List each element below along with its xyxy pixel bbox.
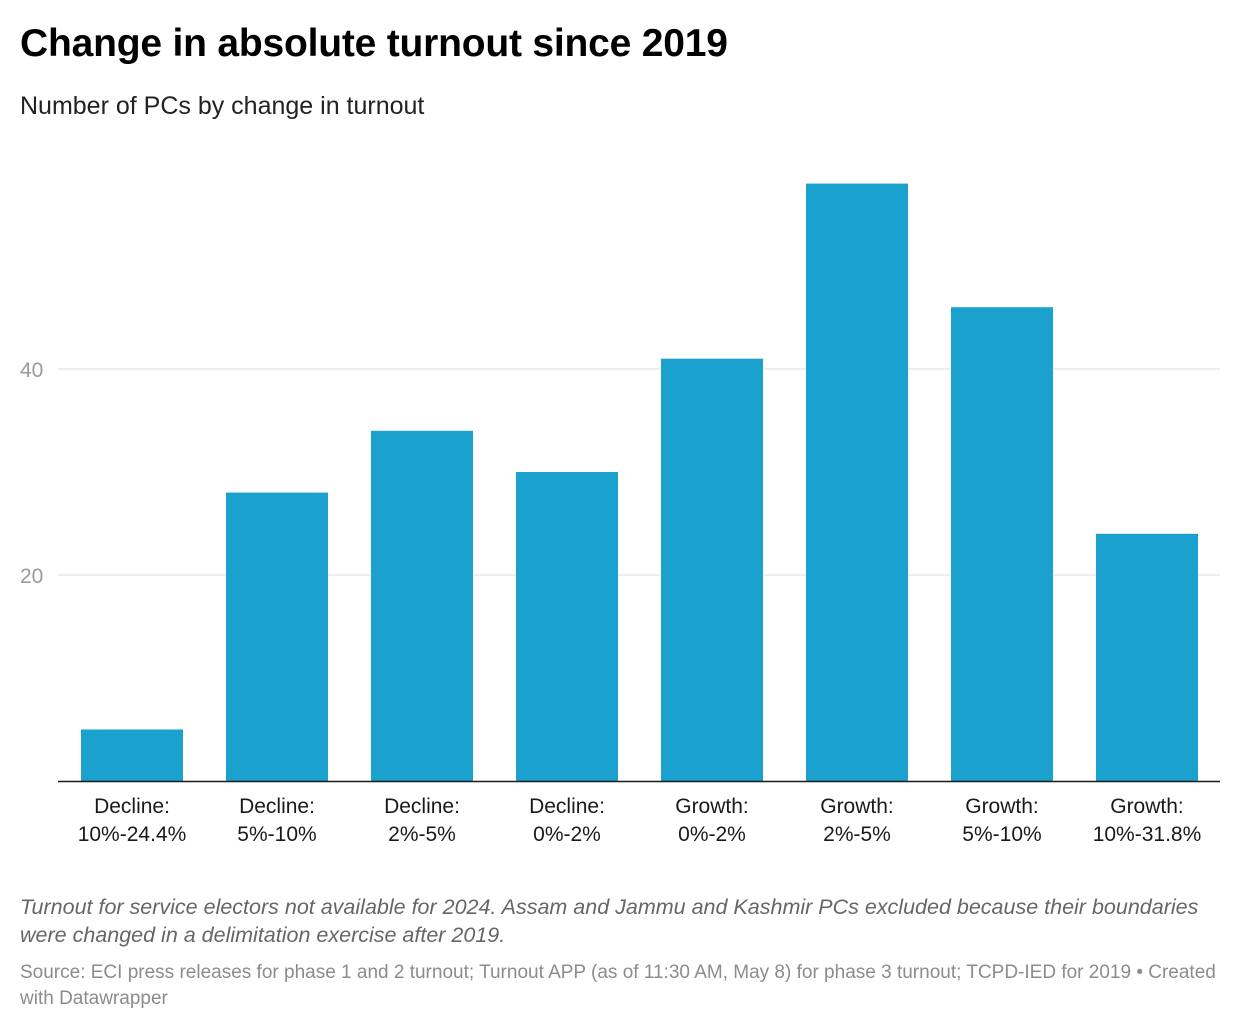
category-label-2: Decline: 2%-5% (384, 795, 460, 846)
bar-3 (516, 472, 618, 781)
category-label-1: Decline: 5%-10% (237, 795, 316, 846)
bar-0 (81, 729, 183, 781)
y-tick-label-40: 40 (20, 359, 43, 382)
chart-subtitle: Number of PCs by change in turnout (20, 92, 425, 120)
category-label-0: Decline: 10%-24.4% (78, 795, 187, 846)
category-label-4: Growth: 0%-2% (675, 795, 749, 846)
bar-7 (1096, 533, 1198, 781)
y-tick-label-20: 20 (20, 565, 43, 588)
category-label-3: Decline: 0%-2% (529, 795, 605, 846)
chart-source: Source: ECI press releases for phase 1 a… (20, 962, 1216, 1009)
category-label-5: Growth: 2%-5% (820, 795, 894, 846)
category-label-6: Growth: 5%-10% (962, 795, 1041, 846)
chart-title: Change in absolute turnout since 2019 (20, 22, 728, 65)
bar-1 (226, 492, 328, 781)
bar-6 (951, 307, 1053, 781)
bar-5 (806, 183, 908, 782)
bar-4 (661, 358, 763, 781)
category-label-7: Growth: 10%-31.8% (1093, 795, 1202, 846)
chart-notes: Turnout for service electors not availab… (20, 895, 1199, 947)
category-labels: Decline: 10%-24.4% Decline: 5%-10% Decline: 2… (78, 795, 1202, 846)
bars (81, 183, 1198, 782)
bar-2 (371, 430, 473, 781)
